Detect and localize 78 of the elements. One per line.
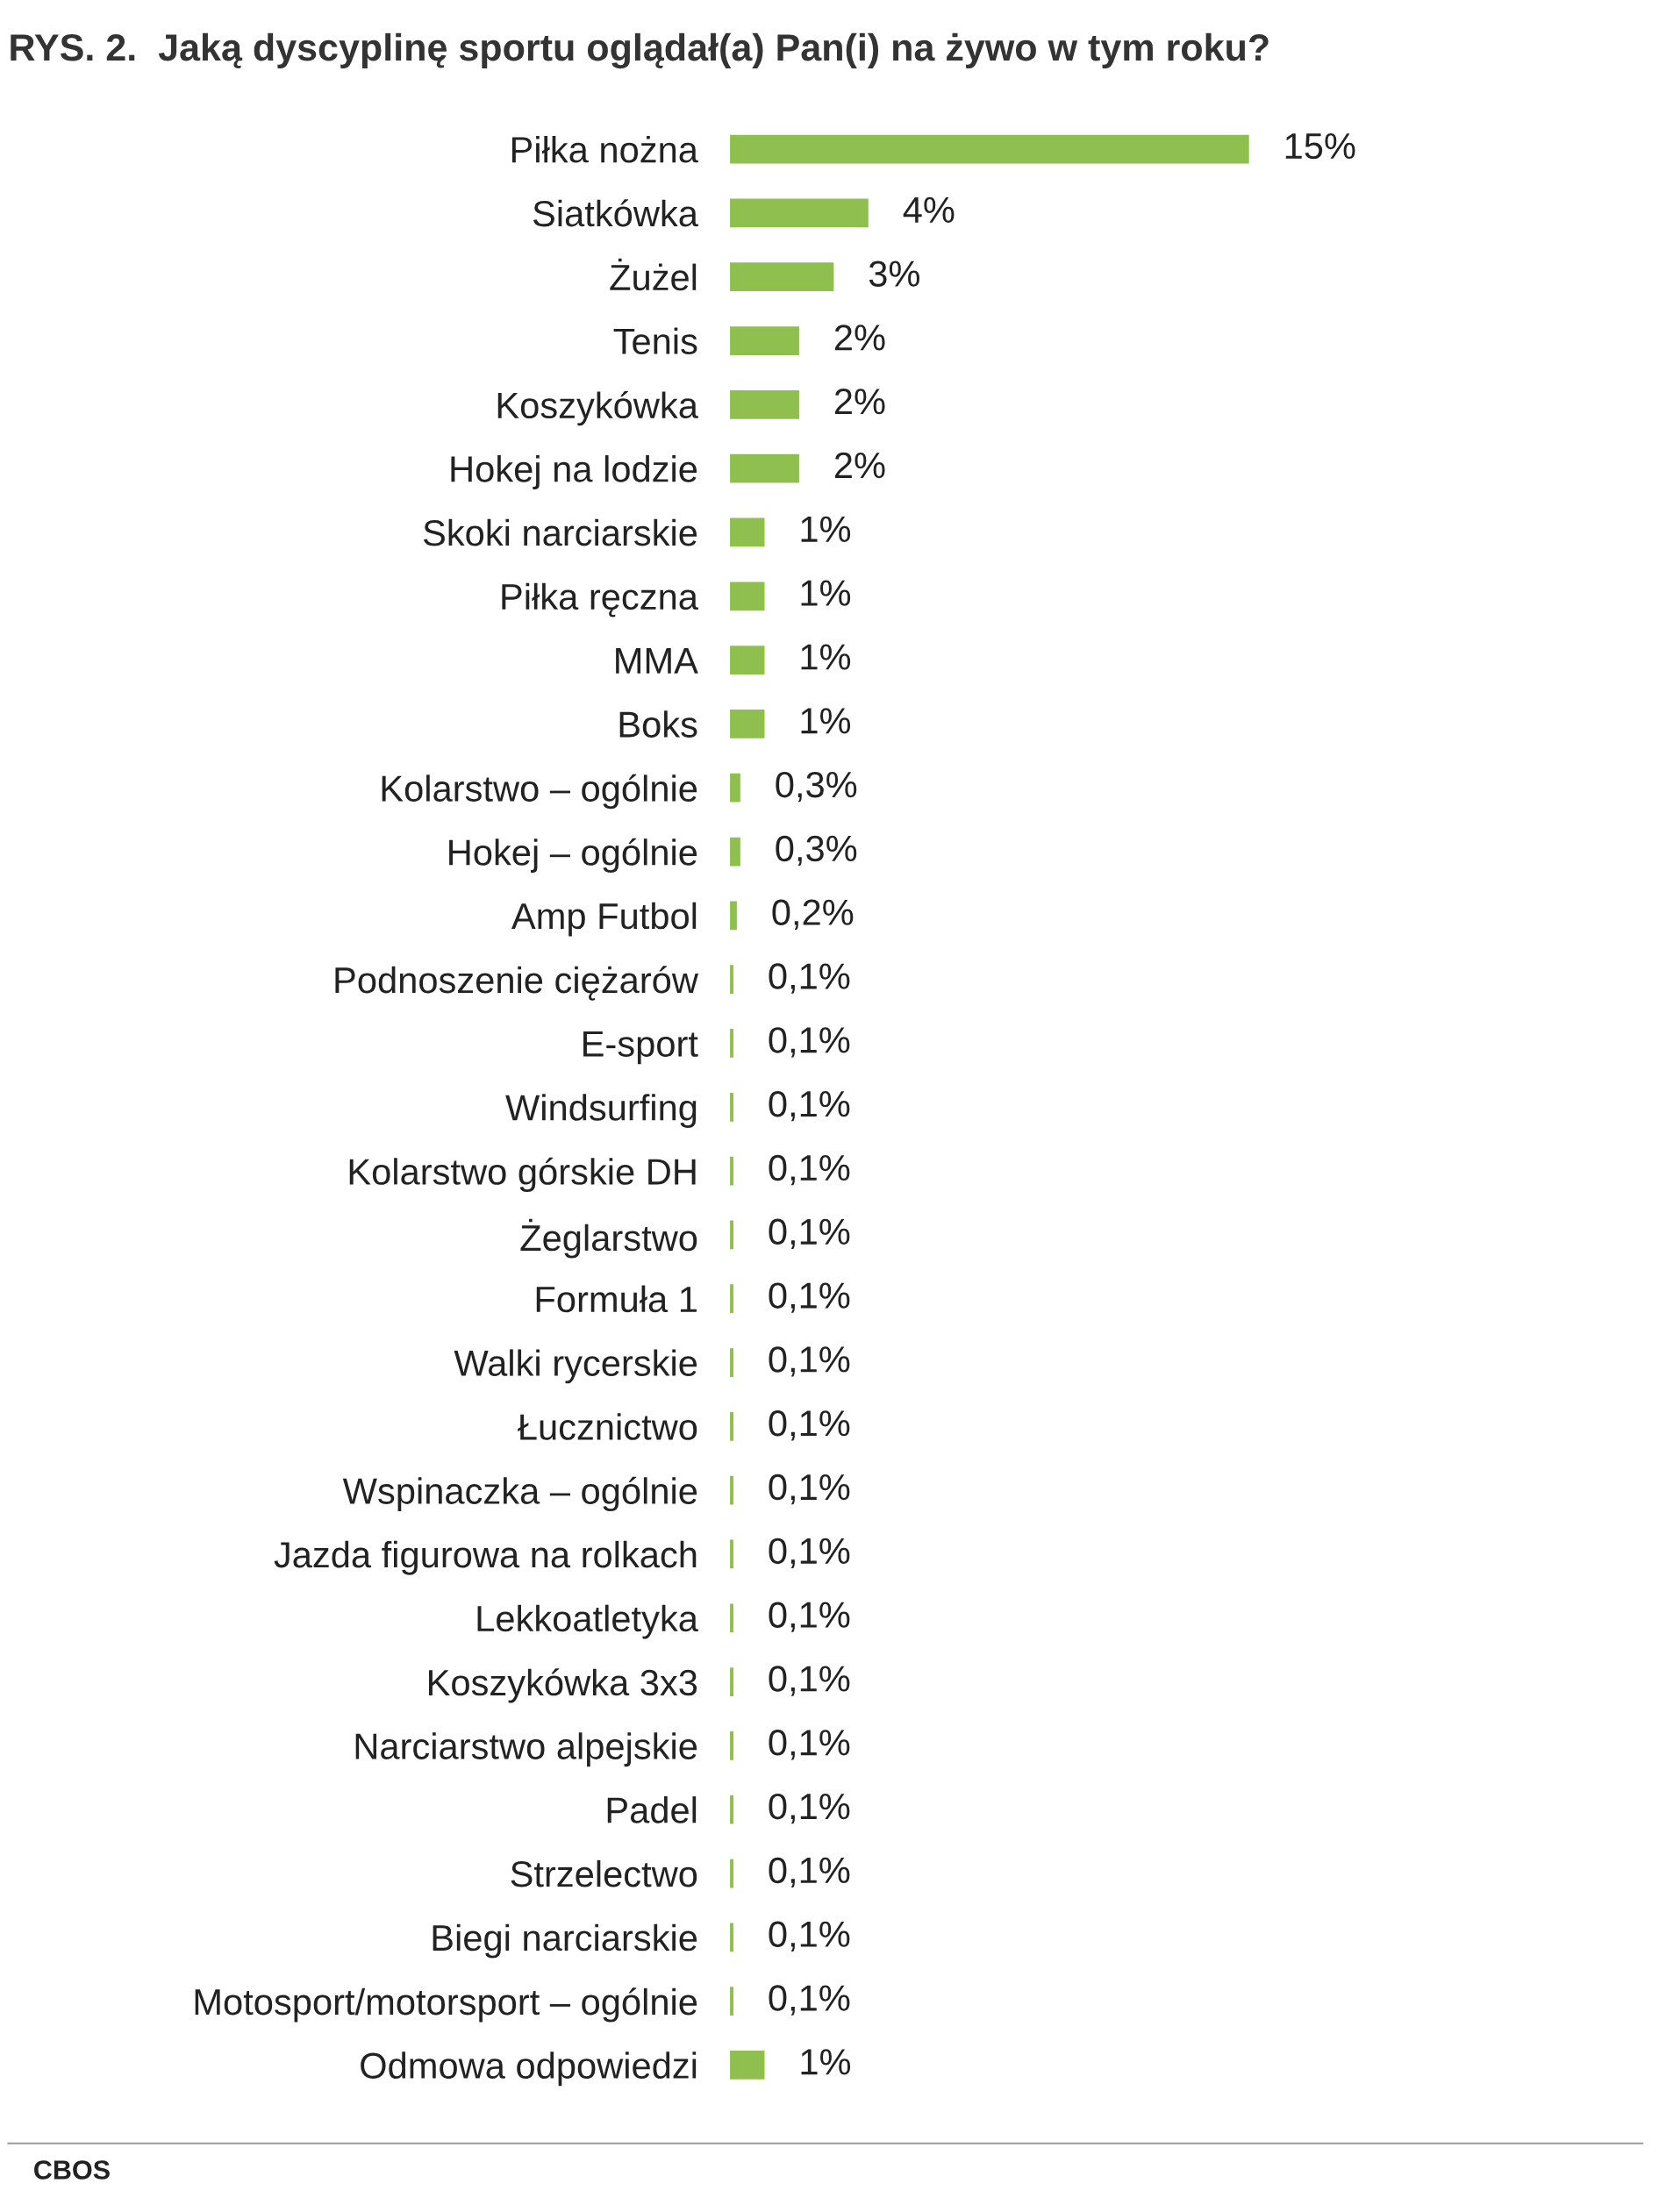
y-tick-label: Walki rycerskie — [454, 1349, 697, 1384]
bar — [730, 134, 1249, 164]
y-tick-label: Wspinaczka – ogólnie — [342, 1476, 697, 1512]
y-tick-label: Biegi narciarskie — [433, 1923, 697, 1959]
y-tick-label: Boks — [619, 710, 697, 738]
data-label: 0,3% — [776, 771, 857, 803]
data-label: 2% — [834, 452, 885, 479]
bar — [730, 326, 799, 355]
y-tick-label: E-sport — [583, 1031, 698, 1065]
y-tick-label: Koszykówka 3x3 — [429, 1668, 697, 1703]
bar — [730, 582, 765, 611]
data-label: 0,1% — [769, 1410, 850, 1441]
y-tick-label: Odmowa odpowiedzi — [361, 2051, 697, 2087]
y-tick-label: Strzelectwo — [511, 1859, 697, 1887]
data-label: 0,1% — [769, 1538, 850, 1569]
y-tick-label: Hokej – ogólnie — [449, 838, 697, 873]
y-tick-label: Skoki narciarskie — [423, 518, 697, 546]
text: CBOS — [34, 2160, 110, 2180]
bar — [730, 517, 765, 547]
data-label: 0,2% — [772, 899, 854, 930]
y-tick-label: Motosport/motorsport – ogólnie — [195, 1987, 697, 2023]
data-label: 0,1% — [769, 1666, 850, 1696]
data-label: 2% — [834, 325, 885, 351]
data-label: 0,1% — [769, 1027, 850, 1058]
data-label: 2% — [834, 389, 885, 415]
bar — [730, 901, 737, 931]
data-label: 0,1% — [769, 1730, 850, 1760]
bar — [730, 198, 869, 228]
bar — [730, 453, 799, 483]
data-label: 0,1% — [769, 1857, 850, 1888]
bar — [730, 710, 765, 739]
data-label: 1% — [801, 708, 851, 734]
y-tick-label: Tenis — [613, 327, 697, 355]
y-tick-label: Padel — [607, 1796, 697, 1823]
y-tick-label: Amp Futbol — [511, 902, 697, 937]
y-tick-label: Kolarstwo – ogólnie — [382, 774, 697, 810]
bar — [730, 837, 740, 867]
y-tick-label: Siatkówka — [533, 199, 698, 227]
bar — [730, 646, 765, 674]
data-label: 4% — [903, 196, 955, 223]
data-label: 0,1% — [769, 1218, 850, 1249]
data-label: 0,1% — [769, 1793, 850, 1824]
y-tick-label: Łucznictwo — [518, 1413, 697, 1440]
y-tick-label: Podnoszenie ciężarów — [335, 966, 699, 1001]
y-tick-label: Kolarstwo górskie DH — [349, 1157, 696, 1193]
data-label: 1% — [801, 2049, 851, 2075]
data-label: 0,1% — [769, 1985, 850, 2016]
data-label: 0,1% — [769, 1090, 850, 1122]
y-tick-label: Formuła 1 — [536, 1285, 697, 1313]
data-label: 1% — [801, 580, 851, 606]
data-label: 0,1% — [769, 1473, 850, 1505]
data-label: 0,1% — [769, 963, 850, 994]
data-label: 0,1% — [769, 1282, 850, 1313]
y-tick-label: Piłka nożna — [511, 135, 698, 163]
bar — [730, 773, 740, 803]
y-tick-label: Windsurfing — [505, 1094, 697, 1128]
y-tick-label: Narciarstwo alpejskie — [355, 1732, 697, 1767]
data-label: 0,3% — [776, 835, 857, 867]
data-label: 1% — [801, 644, 851, 670]
data-label: 3% — [869, 260, 919, 287]
bar — [730, 2051, 765, 2080]
data-label: 1% — [801, 516, 851, 542]
bar — [730, 262, 834, 292]
y-tick-label: Żeglarstwo — [520, 1218, 697, 1259]
chart-title: RYS. 2. Jaką dyscyplinę sportu oglądał(a) Pan(i) na żywo w tym roku? — [11, 32, 1269, 69]
y-tick-label: Jazda figurowa na rolkach — [274, 1540, 697, 1575]
data-label: 0,1% — [769, 1346, 850, 1377]
data-label: 0,1% — [769, 1921, 850, 1952]
y-tick-label: Lekkoatletyka — [477, 1604, 698, 1639]
data-label: 0,1% — [769, 1602, 850, 1632]
y-tick-label: MMA — [616, 648, 698, 674]
y-tick-label: Hokej na lodzie — [451, 455, 697, 489]
data-label: 15% — [1285, 132, 1355, 160]
y-tick-label: Koszykówka — [497, 390, 698, 426]
y-tick-label: Piłka ręczna — [502, 582, 698, 617]
y-tick-label: Żużel — [610, 258, 697, 291]
data-label: 0,1% — [769, 1154, 850, 1186]
bar — [730, 389, 799, 419]
